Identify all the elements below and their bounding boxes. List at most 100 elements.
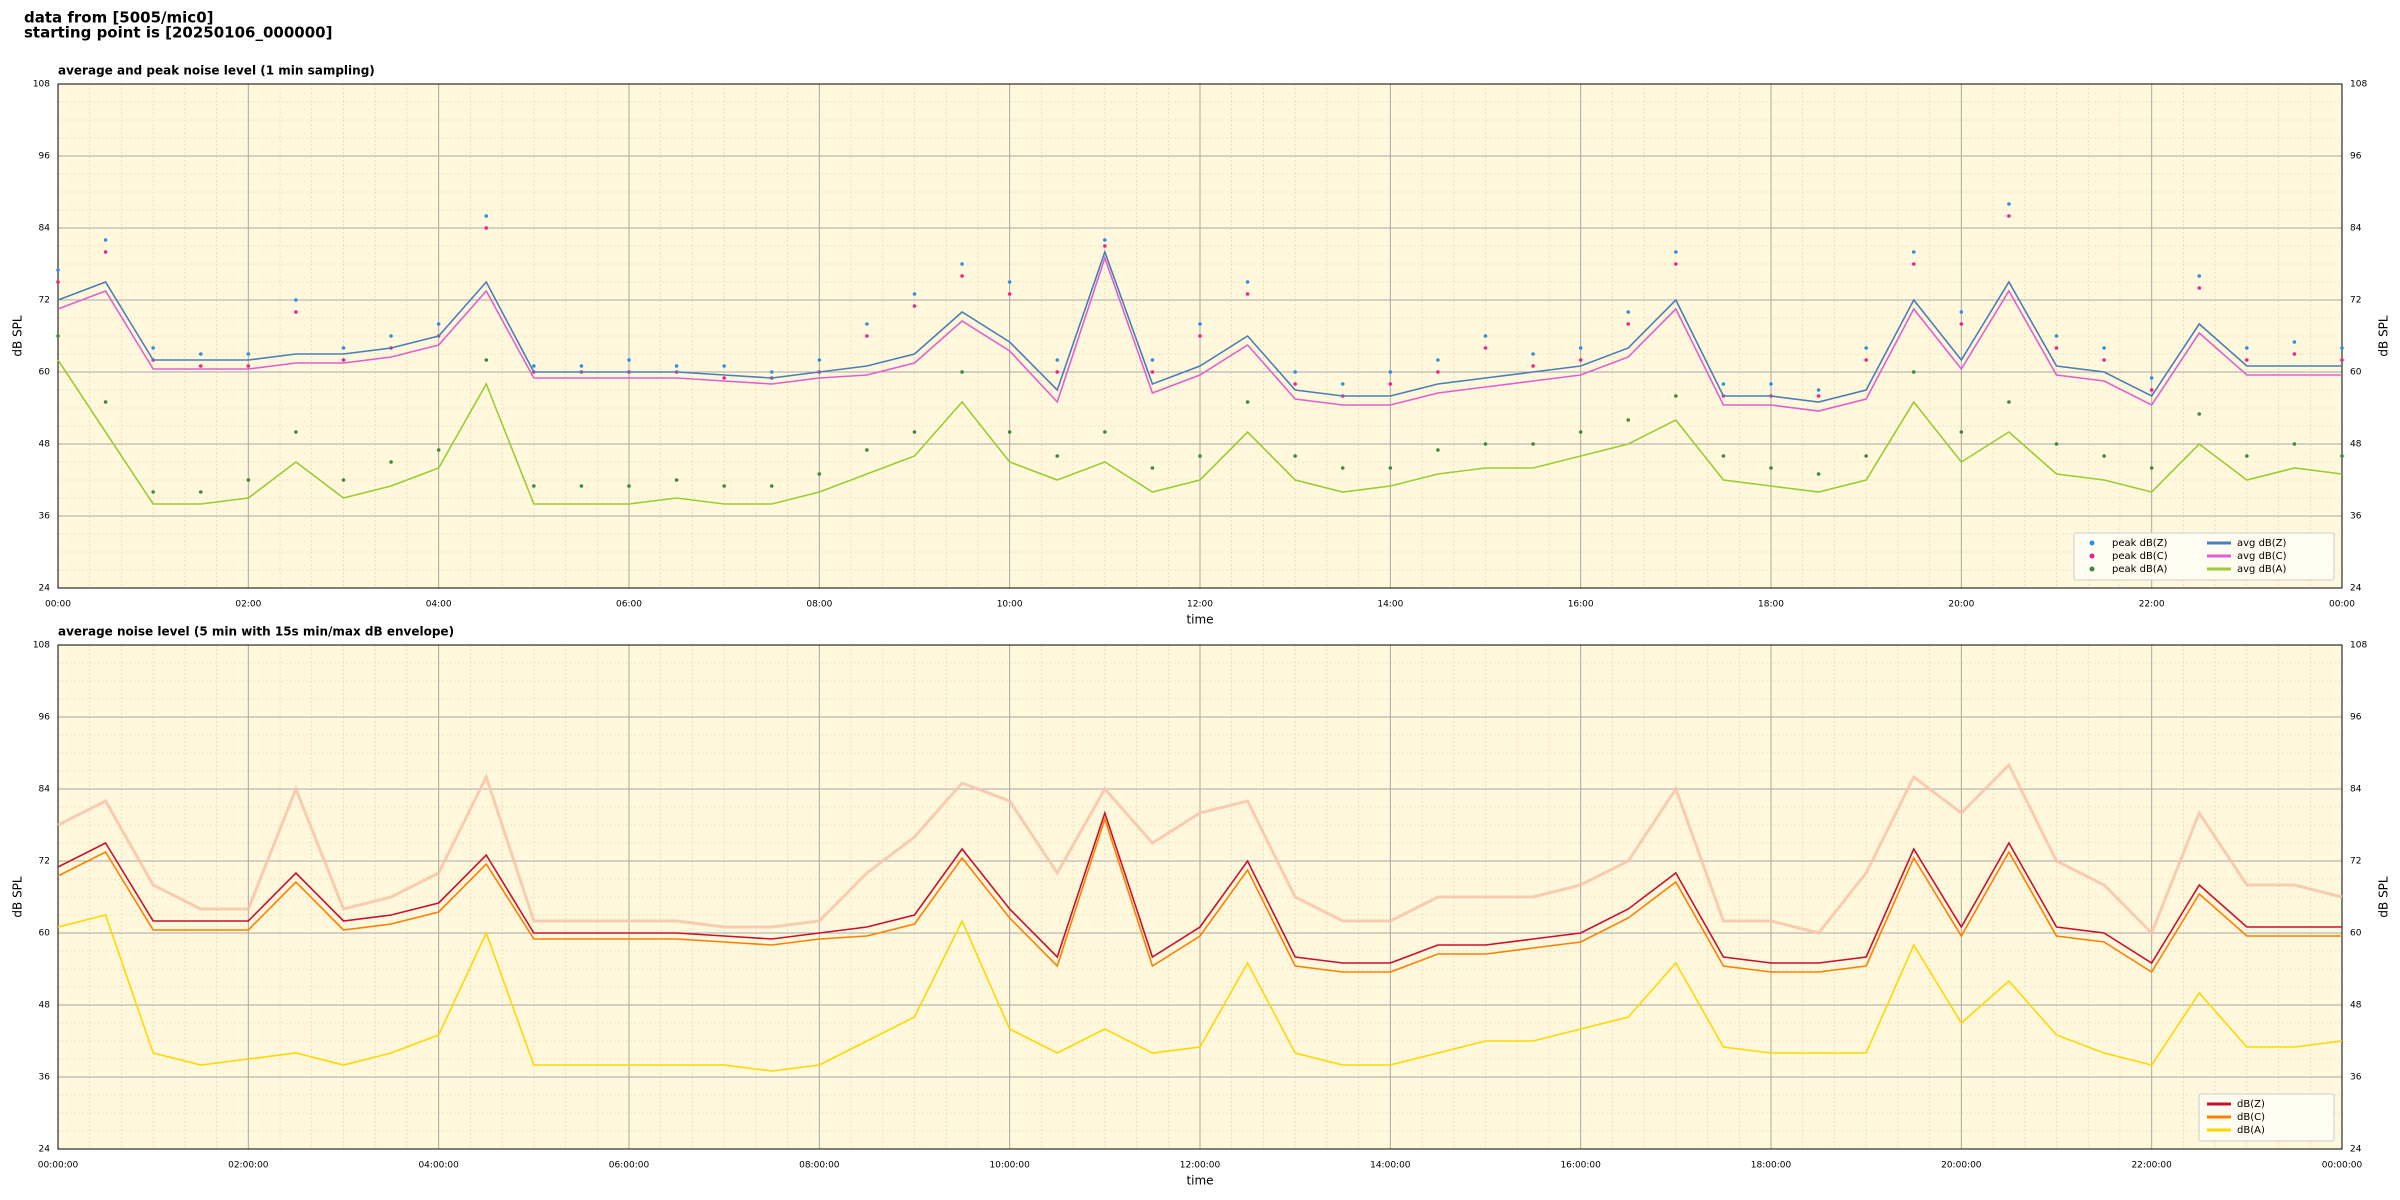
peak-dot	[2149, 376, 2154, 380]
x-tick-label: 12:00:00	[1180, 1161, 1221, 1171]
x-tick-label: 02:00:00	[228, 1161, 269, 1171]
peak-dot	[1055, 370, 1060, 374]
y-tick-label: 48	[39, 1001, 51, 1011]
peak-dot	[674, 478, 679, 482]
x-axis-label: time	[1186, 1174, 1213, 1188]
x-tick-label: 22:00:00	[2131, 1161, 2172, 1171]
peak-dot	[2054, 346, 2059, 350]
y-tick-label: 108	[33, 641, 50, 651]
peak-dot	[1055, 358, 1060, 362]
y-tick-label: 24	[39, 1145, 51, 1155]
y-tick-label: 84	[39, 785, 51, 795]
peak-dot	[960, 274, 964, 278]
y-tick-label: 60	[39, 929, 51, 939]
peak-dot	[341, 346, 346, 350]
peak-dot	[1150, 358, 1155, 362]
legend-label: dB(Z)	[2237, 1099, 2265, 1110]
peak-dot	[2007, 214, 2011, 218]
y-tick-label-right: 96	[2350, 713, 2362, 723]
legend-box	[2198, 1093, 2335, 1142]
peak-dot	[246, 364, 251, 368]
peak-dot	[532, 364, 536, 368]
y-tick-label: 84	[39, 224, 51, 234]
peak-dot	[1150, 466, 1155, 470]
peak-dot	[2340, 358, 2344, 362]
peak-dot	[1007, 430, 1012, 434]
envelope	[57, 762, 2343, 936]
peak-dot	[532, 484, 536, 488]
peak-dot	[2102, 346, 2106, 350]
peak-dot	[579, 364, 584, 368]
peak-dot	[1198, 322, 1202, 326]
peak-dot	[2197, 274, 2202, 278]
x-tick-label: 16:00:00	[1560, 1161, 1601, 1171]
y-tick-label: 108	[33, 80, 50, 90]
y-tick-label-right: 108	[2350, 80, 2367, 90]
x-tick-label: 08:00	[806, 600, 832, 610]
peak-dot	[1816, 388, 1821, 392]
peak-dot	[2245, 346, 2249, 350]
peak-dot	[484, 358, 489, 362]
peak-dot	[1436, 370, 1440, 374]
peak-dot	[1864, 346, 1868, 350]
peak-dot	[1721, 454, 1726, 458]
x-tick-label: 18:00	[1758, 600, 1784, 610]
legend-marker	[2089, 553, 2095, 559]
peak-dot	[2340, 346, 2344, 350]
peak-dot	[1103, 244, 1107, 248]
peak-dot	[436, 322, 441, 326]
y-tick-label-right: 108	[2350, 641, 2367, 651]
y-tick-label-right: 36	[2350, 1073, 2362, 1083]
series-line	[57, 914, 2343, 1072]
y-tick-label: 96	[39, 152, 51, 162]
series-line	[57, 359, 2343, 505]
y-axis-label: dB SPL	[11, 876, 25, 918]
peak-dot	[1864, 358, 1868, 362]
legend-label: peak dB(Z)	[2112, 538, 2168, 549]
y-tick-label-right: 36	[2350, 512, 2362, 522]
peak-dot	[294, 298, 298, 302]
peak-dot	[1674, 250, 1678, 254]
peak-dot	[1721, 382, 1726, 386]
peak-dot	[1293, 370, 1297, 374]
legend-label: avg dB(A)	[2237, 564, 2287, 575]
peak-dot	[817, 358, 822, 362]
header-line: data from [5005/mic0]	[24, 9, 214, 27]
peak-dot	[2149, 388, 2154, 392]
peak-dot	[769, 484, 774, 488]
y-tick-label: 36	[39, 512, 51, 522]
y-tick-label: 72	[39, 296, 50, 306]
x-tick-label: 12:00	[1187, 600, 1213, 610]
peak-dot	[1245, 292, 1250, 296]
peak-dot	[484, 226, 489, 230]
y-tick-label-right: 96	[2350, 152, 2362, 162]
x-axis-label: time	[1186, 613, 1213, 627]
peak-dot	[341, 478, 346, 482]
peak-dot	[865, 334, 869, 338]
peak-dot	[1007, 292, 1012, 296]
peak-dot	[1578, 430, 1583, 434]
peak-dot	[722, 484, 726, 488]
y-tick-label: 48	[39, 440, 51, 450]
peak-dot	[579, 484, 584, 488]
peak-dot	[198, 490, 203, 494]
peak-dot	[341, 358, 346, 362]
y-tick-label-right: 84	[2350, 785, 2362, 795]
peak-dot	[103, 250, 108, 254]
peak-dot	[1245, 280, 1250, 284]
peak-dot	[2292, 340, 2297, 344]
x-tick-label: 10:00	[997, 600, 1023, 610]
peak-dot	[1864, 454, 1868, 458]
y-tick-label-right: 60	[2350, 929, 2362, 939]
peak-dot	[627, 358, 631, 362]
peak-dot	[960, 370, 964, 374]
peak-dot	[1055, 454, 1060, 458]
peak-dot	[674, 364, 679, 368]
x-tick-label: 04:00	[426, 600, 452, 610]
y-tick-label: 36	[39, 1073, 51, 1083]
x-tick-label: 04:00:00	[418, 1161, 459, 1171]
peak-dot	[2197, 412, 2202, 416]
peak-dot	[769, 370, 774, 374]
